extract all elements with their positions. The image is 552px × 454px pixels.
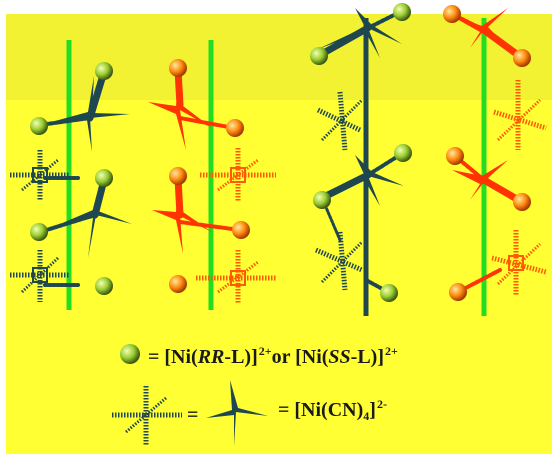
legend-text: -L)] [224, 346, 258, 368]
green-sphere-icon [30, 223, 48, 241]
legend-subscript: 4 [363, 409, 370, 423]
legend-charge: 2- [376, 397, 387, 411]
spheres [30, 3, 531, 364]
green-sphere-icon [313, 191, 331, 209]
orange-sphere-icon [169, 167, 187, 185]
dashed-cross-icon [315, 231, 364, 291]
dashed-cross-icon [196, 250, 276, 304]
legend-ni-cation: = [Ni(RR-L)]2+or [Ni(SS-L)]2+ [148, 345, 398, 367]
green-sphere-icon [95, 62, 113, 80]
orange-sphere-icon [443, 5, 461, 23]
legend-text: = [Ni( [148, 346, 198, 368]
dashed-cross-icon [10, 250, 70, 302]
dashed-cross-icon [200, 148, 276, 202]
orange-sphere-icon [513, 193, 531, 211]
green-sphere-icon [380, 284, 398, 302]
dashed-cross-icon [10, 150, 70, 200]
legend-text: = [Ni(CN) [278, 399, 364, 421]
green-sphere-icon [394, 144, 412, 162]
dashed-cross-icon [316, 91, 364, 151]
orange-sphere-icon [449, 283, 467, 301]
green-sphere-icon [310, 47, 328, 65]
legend-text: -L)] [350, 346, 384, 368]
dashed-cross-icon [112, 386, 182, 446]
legend-charge: 2+ [385, 344, 398, 358]
solid-crosses [44, 8, 520, 446]
orange-sphere-icon [226, 119, 244, 137]
dark-cross-icon [46, 182, 132, 258]
dashed-cross-icon [493, 80, 547, 150]
green-sphere-icon [120, 344, 140, 364]
red-cross-icon [148, 72, 212, 150]
green-sphere-icon [393, 3, 411, 21]
dark-cross-icon [206, 380, 268, 446]
red-cross-icon [448, 8, 520, 60]
dashed-crosses [10, 80, 547, 446]
red-cross-icon [452, 160, 520, 204]
orange-sphere-icon [169, 59, 187, 77]
orange-sphere-icon [513, 49, 531, 67]
legend-text: SS [328, 346, 351, 368]
orange-sphere-icon [446, 147, 464, 165]
orange-sphere-icon [232, 221, 250, 239]
legend-equals-sign: = [187, 404, 199, 426]
orange-sphere-icon [169, 275, 187, 293]
legend-ni-anion: = [Ni(CN)4]2- [278, 398, 387, 422]
dark-cross-icon [316, 8, 402, 58]
legend-text: RR [197, 346, 225, 368]
dark-cross-icon [318, 155, 404, 206]
dashed-cross-icon [491, 230, 547, 296]
legend-text: ] [369, 399, 376, 421]
dark-cross-icon [44, 76, 130, 152]
legend-text: or [Ni( [271, 346, 329, 368]
green-sphere-icon [30, 117, 48, 135]
axis-lines [66, 18, 487, 316]
legend-charge: 2+ [258, 344, 272, 358]
green-sphere-icon [95, 277, 113, 295]
green-sphere-icon [95, 169, 113, 187]
